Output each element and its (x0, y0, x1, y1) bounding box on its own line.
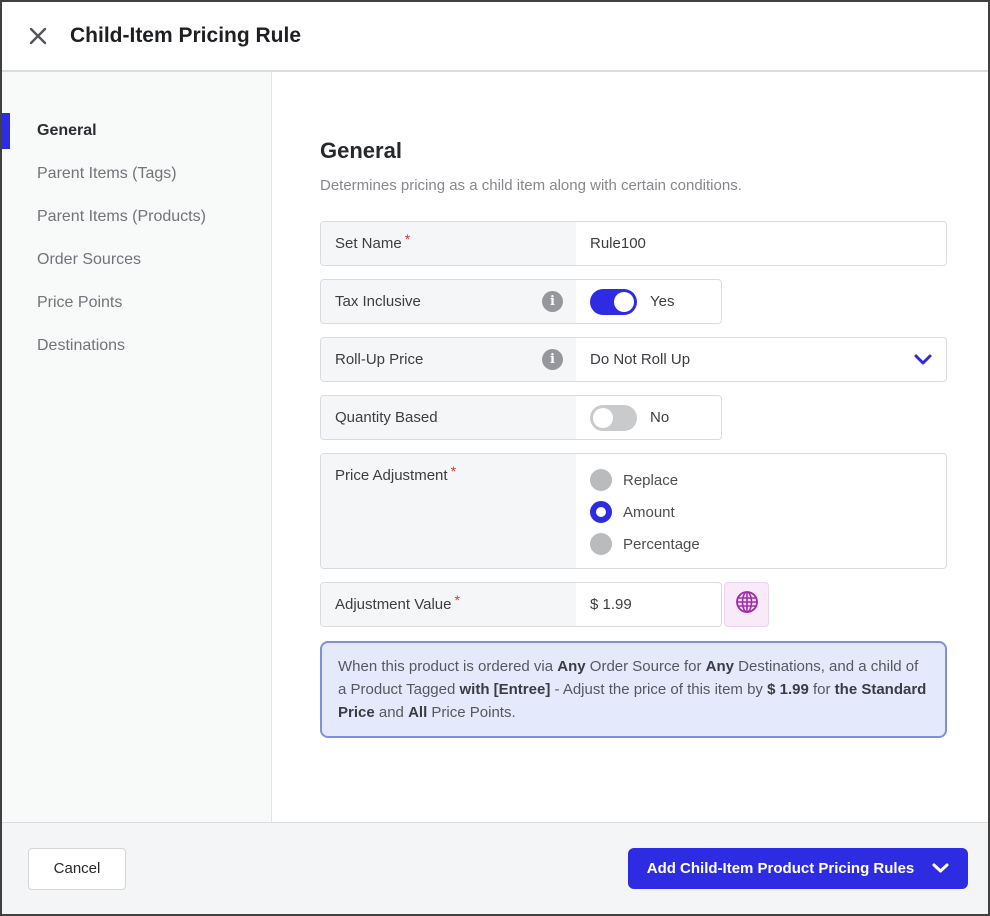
price-adjustment-row: Price Adjustment * Replace Amount (320, 453, 947, 569)
quantity-based-row: Quantity Based No (320, 395, 722, 440)
radio-option-percentage[interactable]: Percentage (590, 528, 700, 560)
rule-summary-box: When this product is ordered via Any Ord… (320, 641, 947, 738)
price-adjustment-label: Price Adjustment * (335, 463, 457, 484)
modal-body: General Parent Items (Tags) Parent Items… (2, 72, 988, 822)
modal-footer: Cancel Add Child-Item Product Pricing Ru… (2, 822, 988, 914)
sidebar-item-destinations[interactable]: Destinations (2, 328, 271, 364)
price-adjustment-options: Replace Amount Percentage (576, 454, 946, 568)
roll-up-price-select[interactable]: Do Not Roll Up (576, 338, 946, 381)
sidebar-item-label: Order Sources (37, 251, 142, 268)
tax-inclusive-toggle[interactable] (590, 288, 637, 315)
add-child-item-product-pricing-rules-button[interactable]: Add Child-Item Product Pricing Rules (628, 848, 968, 889)
globe-icon (734, 589, 760, 620)
section-title: General (320, 138, 402, 163)
general-section: General Determines pricing as a child it… (272, 72, 988, 822)
radio-icon-selected[interactable] (590, 501, 612, 523)
radio-icon[interactable] (590, 469, 612, 491)
radio-icon[interactable] (590, 533, 612, 555)
sidebar-item-order-sources[interactable]: Order Sources (2, 242, 271, 278)
section-description: Determines pricing as a child item along… (320, 177, 742, 194)
quantity-based-value-cell: No (576, 396, 721, 439)
quantity-based-label: Quantity Based (335, 409, 438, 426)
adjustment-value-row: Adjustment Value * (320, 582, 722, 627)
radio-option-label: Amount (623, 503, 675, 521)
toggle-knob (614, 291, 634, 312)
radio-option-amount[interactable]: Amount (590, 496, 700, 528)
quantity-based-toggle[interactable] (590, 404, 637, 431)
cancel-button[interactable]: Cancel (28, 847, 126, 890)
primary-button-label: Add Child-Item Product Pricing Rules (646, 860, 915, 877)
adjustment-value-value-cell (576, 583, 721, 626)
info-icon[interactable]: i (542, 291, 563, 312)
tax-inclusive-row: Tax Inclusive i Yes (320, 279, 722, 324)
quantity-based-state: No (650, 409, 670, 426)
modal-header: Child-Item Pricing Rule (2, 2, 988, 72)
set-name-value-cell (576, 222, 946, 265)
required-asterisk: * (450, 463, 457, 479)
roll-up-price-label-cell: Roll-Up Price i (321, 338, 576, 381)
currency-localization-button[interactable] (724, 582, 769, 627)
toggle-knob (593, 407, 613, 428)
price-adjustment-radio-group: Replace Amount Percentage (590, 454, 700, 568)
adjustment-value-label: Adjustment Value * (335, 592, 460, 613)
form-rows: Set Name* Tax Inclusive i (320, 221, 948, 738)
sidebar-item-general[interactable]: General (2, 113, 271, 149)
sidebar-item-label: Parent Items (Products) (37, 208, 206, 225)
set-name-row: Set Name * (320, 221, 947, 266)
sidebar-item-label: Destinations (37, 337, 126, 354)
tax-inclusive-label: Tax Inclusive (335, 293, 421, 310)
roll-up-price-value: Do Not Roll Up (590, 351, 691, 368)
modal-title: Child-Item Pricing Rule (70, 24, 302, 47)
radio-option-label: Replace (623, 471, 679, 489)
tax-inclusive-value-cell: Yes (576, 280, 721, 323)
roll-up-price-label: Roll-Up Price (335, 351, 424, 368)
required-asterisk: * (454, 592, 460, 608)
set-name-label: Set Name * (335, 231, 411, 252)
radio-option-replace[interactable]: Replace (590, 464, 700, 496)
roll-up-price-row: Roll-Up Price i Do Not Roll Up (320, 337, 947, 382)
sidebar-item-label: General (37, 122, 97, 139)
required-asterisk: * (404, 231, 411, 247)
sidebar-nav: General Parent Items (Tags) Parent Items… (2, 72, 272, 822)
sidebar-item-price-points[interactable]: Price Points (2, 285, 271, 321)
sidebar-item-parent-items-tags[interactable]: Parent Items (Tags) (2, 156, 271, 192)
set-name-label-cell: Set Name * (321, 222, 576, 265)
sidebar-item-label: Price Points (37, 294, 123, 311)
sidebar-item-label: Parent Items (Tags) (37, 165, 177, 182)
info-icon[interactable]: i (542, 349, 563, 370)
active-indicator-bar (2, 113, 10, 149)
tax-inclusive-state: Yes (650, 293, 675, 310)
adjustment-value-input[interactable] (590, 596, 707, 613)
chevron-down-icon[interactable] (914, 354, 932, 366)
close-icon[interactable] (28, 26, 48, 46)
price-adjustment-label-cell: Price Adjustment * (321, 454, 576, 568)
sidebar-item-parent-items-products[interactable]: Parent Items (Products) (2, 199, 271, 235)
adjustment-value-label-cell: Adjustment Value * (321, 583, 576, 626)
chevron-down-icon[interactable] (932, 863, 949, 874)
tax-inclusive-label-cell: Tax Inclusive i (321, 280, 576, 323)
radio-option-label: Percentage (623, 535, 700, 553)
quantity-based-label-cell: Quantity Based (321, 396, 576, 439)
set-name-input[interactable] (590, 235, 932, 252)
